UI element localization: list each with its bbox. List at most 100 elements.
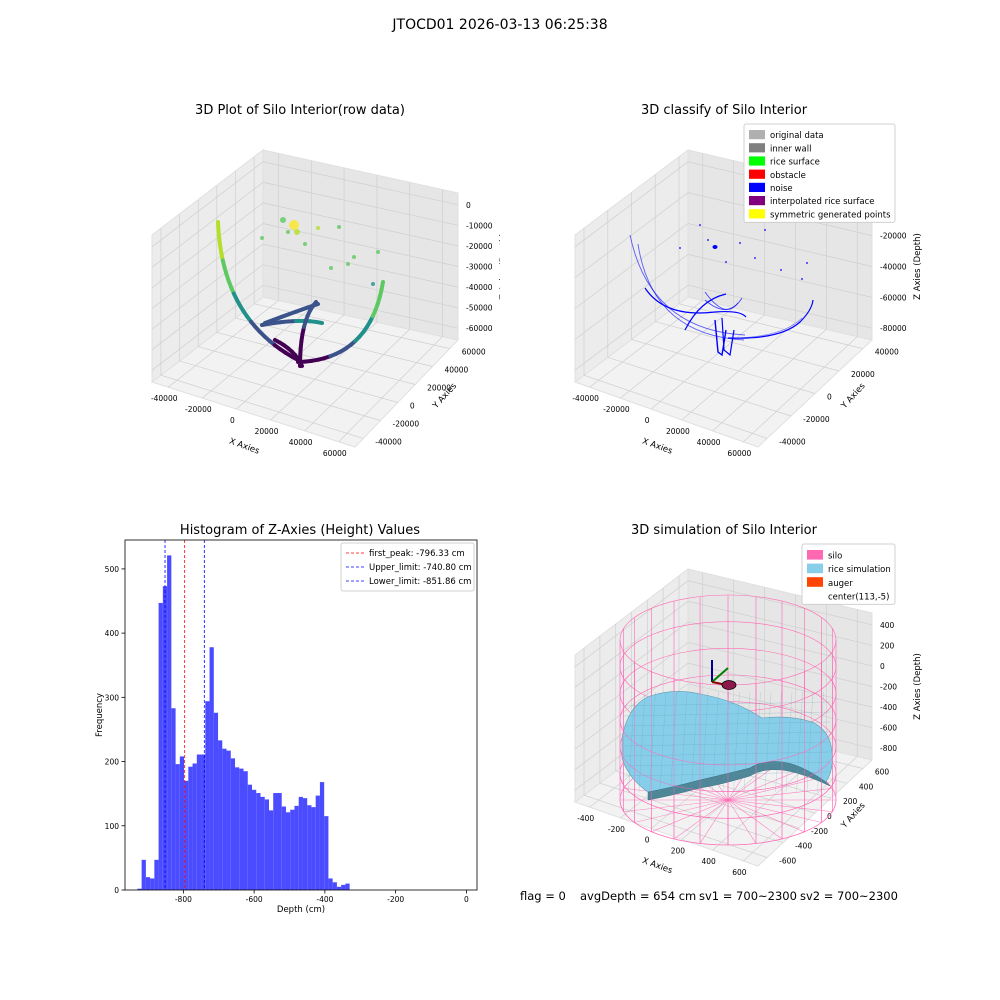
noise-curve bbox=[729, 317, 803, 339]
rice-mesh bbox=[623, 751, 831, 757]
histogram-bar bbox=[213, 712, 219, 890]
grid-line-y bbox=[179, 213, 381, 421]
data-point bbox=[346, 262, 350, 266]
histogram-bar bbox=[196, 754, 202, 890]
legend2-label: original data bbox=[770, 131, 824, 141]
z-tick-label: 400 bbox=[880, 621, 895, 630]
x-tick-label: 0 bbox=[230, 416, 235, 425]
data-point bbox=[316, 226, 320, 230]
y-tick-label: 0 bbox=[114, 886, 119, 895]
histogram-bar bbox=[268, 810, 274, 890]
histogram-bar bbox=[332, 882, 337, 890]
y-tick-label: 400 bbox=[105, 629, 120, 638]
noise-point bbox=[679, 247, 681, 249]
noise-point bbox=[801, 278, 803, 280]
histogram-bar bbox=[319, 782, 325, 890]
rice-mesh bbox=[659, 691, 667, 793]
data-point bbox=[303, 242, 307, 246]
x-tick-label: 60000 bbox=[727, 449, 751, 458]
y-tick-label: -20000 bbox=[393, 419, 420, 428]
histogram-bar bbox=[285, 812, 291, 890]
histogram-bar bbox=[158, 602, 163, 890]
rice-mesh bbox=[623, 731, 831, 737]
histogram-bar bbox=[294, 805, 299, 890]
histogram-bar bbox=[252, 789, 257, 890]
data-point bbox=[289, 220, 299, 230]
x-tick-label: -400 bbox=[577, 814, 594, 823]
x-tick-label: -200 bbox=[387, 895, 404, 904]
x-tick-label: 40000 bbox=[289, 438, 313, 447]
rice-mesh bbox=[623, 761, 831, 767]
grid-line-y bbox=[197, 199, 398, 403]
x-tick-label: -400 bbox=[316, 895, 333, 904]
x-tick-label: -600 bbox=[246, 895, 263, 904]
z-axis-label: Z Axies (Depth) bbox=[913, 233, 923, 300]
silo-spoke bbox=[651, 799, 729, 833]
legend2-label: obstacle bbox=[770, 171, 806, 181]
histogram-bar bbox=[341, 884, 346, 890]
rice-mesh bbox=[806, 691, 814, 793]
legend2-swatch bbox=[749, 182, 765, 192]
histogram-bar bbox=[218, 740, 223, 890]
y-tick-label: 0 bbox=[410, 401, 415, 410]
silo-ring-front bbox=[619, 746, 837, 792]
grid-line-z bbox=[574, 683, 873, 770]
rice-mesh bbox=[764, 691, 772, 793]
histogram-bar bbox=[239, 768, 244, 890]
grid-line-x bbox=[338, 189, 443, 443]
legend4-swatch bbox=[807, 550, 823, 560]
histogram-bar bbox=[273, 793, 278, 890]
histogram-bar bbox=[167, 555, 172, 890]
y-axis-label: Y Axies bbox=[839, 381, 868, 412]
x-tick-label: -40000 bbox=[572, 394, 599, 403]
grid-line-z bbox=[574, 642, 873, 729]
grid-line-y bbox=[654, 174, 839, 372]
histogram-bar bbox=[247, 784, 253, 890]
grid-line-z bbox=[574, 662, 873, 750]
histogram-bar bbox=[137, 888, 142, 890]
z-tick-label: -80000 bbox=[880, 324, 907, 333]
histogram-bar bbox=[145, 877, 151, 890]
histogram-bar bbox=[302, 798, 308, 890]
panel1-title: 3D Plot of Silo Interior(row data) bbox=[195, 103, 405, 118]
status-sv2: sv2 = 700~2300 bbox=[800, 889, 898, 903]
histogram-bar bbox=[260, 796, 265, 890]
y-tick-label: 500 bbox=[105, 565, 120, 574]
legend3-label: Upper_limit: -740.80 cm bbox=[369, 563, 472, 573]
grid-line-x bbox=[712, 182, 827, 432]
legend4-swatch bbox=[807, 590, 823, 601]
y-tick-label: 20000 bbox=[851, 370, 875, 379]
y-tick-label: -200 bbox=[811, 827, 828, 836]
rice-mesh bbox=[623, 711, 831, 717]
histogram-bar bbox=[243, 771, 248, 890]
data-curve bbox=[310, 300, 318, 308]
data-curve bbox=[298, 360, 304, 368]
histogram-bar bbox=[188, 766, 193, 890]
z-tick-label: -60000 bbox=[880, 293, 907, 302]
legend4-swatch bbox=[807, 577, 823, 587]
z-tick-label: -60000 bbox=[466, 324, 493, 333]
histogram-bar bbox=[336, 886, 342, 890]
panel3-title: Histogram of Z-Axies (Height) Values bbox=[179, 523, 421, 538]
silo-spoke bbox=[673, 799, 729, 840]
rice-mesh bbox=[733, 691, 740, 793]
grid-line-z bbox=[151, 181, 459, 268]
status-avg-depth: avgDepth = 654 cm bbox=[580, 889, 697, 903]
z-tick-label: -20000 bbox=[466, 242, 493, 251]
center-axis-y bbox=[711, 667, 729, 683]
legend2-swatch bbox=[749, 143, 765, 153]
z-tick-label: 200 bbox=[880, 641, 895, 650]
z-tick-label: -40000 bbox=[466, 283, 493, 292]
grid-line-z bbox=[574, 223, 873, 309]
silo-ring-front bbox=[619, 719, 837, 766]
x-axis-label: X Axies bbox=[641, 856, 674, 876]
histogram-bar bbox=[298, 796, 303, 890]
y-tick-label: 200 bbox=[843, 797, 858, 806]
histogram-bar bbox=[171, 708, 176, 890]
legend3-label: first_peak: -796.33 cm bbox=[369, 549, 465, 559]
silo-ring-front bbox=[619, 773, 837, 819]
silo-spoke bbox=[727, 799, 822, 823]
silo-spoke bbox=[634, 799, 729, 823]
y-tick-label: 200 bbox=[105, 758, 120, 767]
x-tick-label: 0 bbox=[464, 895, 469, 904]
